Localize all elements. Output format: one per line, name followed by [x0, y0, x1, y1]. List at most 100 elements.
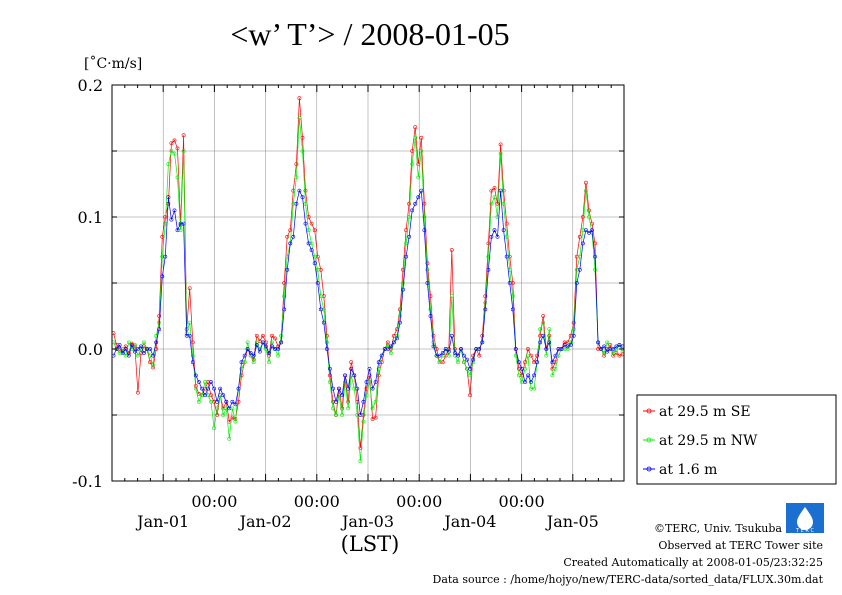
data-point [410, 208, 415, 213]
data-point [346, 386, 351, 391]
data-point [187, 286, 192, 291]
data-point [462, 353, 466, 358]
data-point [431, 333, 436, 338]
data-point [349, 360, 354, 365]
data-point [617, 353, 622, 358]
data-point [318, 307, 323, 312]
data-point [492, 228, 497, 233]
data-point [303, 201, 308, 206]
data-point [526, 347, 530, 351]
data-point [334, 413, 338, 417]
data-point [385, 347, 390, 351]
data-point [373, 380, 378, 384]
data-point [489, 234, 494, 239]
data-point [602, 351, 607, 355]
data-point [452, 351, 457, 355]
data-point [391, 340, 396, 345]
data-point [446, 353, 451, 358]
data-point [407, 215, 412, 219]
observed-text: Observed at TERC Tower site [658, 539, 823, 552]
data-point [489, 201, 494, 206]
data-point [385, 340, 390, 345]
data-point [303, 188, 308, 193]
data-point [547, 340, 552, 345]
data-point [117, 343, 122, 347]
data-point [520, 366, 524, 371]
data-point [212, 426, 217, 431]
legend-label: at 1.6 m [659, 462, 717, 478]
data-point [346, 406, 351, 411]
data-point [355, 386, 360, 391]
data-point [529, 380, 533, 384]
data-point [599, 347, 604, 351]
data-point [581, 215, 585, 219]
data-point [209, 399, 213, 404]
legend-swatch-marker [646, 466, 652, 472]
data-point [285, 267, 290, 272]
data-point [169, 141, 174, 146]
data-point [422, 215, 427, 219]
data-point [602, 353, 607, 358]
data-point [254, 333, 259, 338]
series-at-1-6-m [111, 188, 625, 417]
data-point [166, 195, 171, 200]
data-point [215, 406, 220, 411]
data-point [343, 373, 348, 378]
data-point [187, 333, 192, 338]
data-point [605, 340, 610, 345]
data-point [327, 373, 332, 378]
data-point [614, 344, 619, 349]
data-point [553, 353, 558, 358]
data-point [306, 241, 311, 246]
data-point [203, 380, 207, 384]
data-point [526, 373, 530, 378]
chart-title: <w’ T’> / 2008-01-05 [230, 16, 509, 52]
data-point [440, 351, 445, 355]
data-point [315, 267, 320, 272]
data-point [163, 254, 168, 259]
data-point [239, 360, 244, 365]
data-point [465, 357, 469, 362]
data-point [172, 138, 177, 143]
data-point [245, 347, 250, 351]
data-point [221, 393, 226, 398]
data-point [477, 347, 482, 351]
data-point [404, 241, 409, 246]
data-point [419, 188, 424, 193]
data-point [388, 351, 393, 355]
data-point [364, 380, 369, 384]
data-point [175, 146, 180, 151]
data-point [309, 248, 314, 252]
data-point [471, 357, 476, 362]
data-point [535, 360, 540, 365]
data-point [468, 366, 473, 371]
data-point [267, 351, 271, 355]
data-point [126, 353, 131, 358]
legend-box [636, 394, 837, 485]
data-point [142, 340, 146, 345]
data-point [233, 402, 238, 407]
data-point [260, 333, 265, 338]
data-point [196, 380, 201, 384]
data-point [288, 228, 293, 233]
data-point [532, 386, 537, 391]
data-point [294, 201, 299, 206]
data-point [428, 314, 433, 318]
data-point [193, 386, 198, 391]
data-point [267, 360, 271, 365]
data-point [282, 294, 287, 299]
x-tick-time-label: 00:00 [499, 492, 545, 511]
data-point [367, 366, 372, 371]
x-tick-date-label: Jan-01 [135, 512, 189, 531]
data-point [340, 413, 345, 417]
data-point [513, 347, 518, 351]
series-line [113, 189, 623, 416]
terc-logo: T E R C [786, 503, 824, 534]
data-point [169, 149, 174, 153]
data-point [489, 188, 494, 193]
data-point [151, 353, 156, 358]
data-point [584, 188, 588, 193]
data-point [236, 386, 241, 391]
data-point [123, 347, 128, 351]
